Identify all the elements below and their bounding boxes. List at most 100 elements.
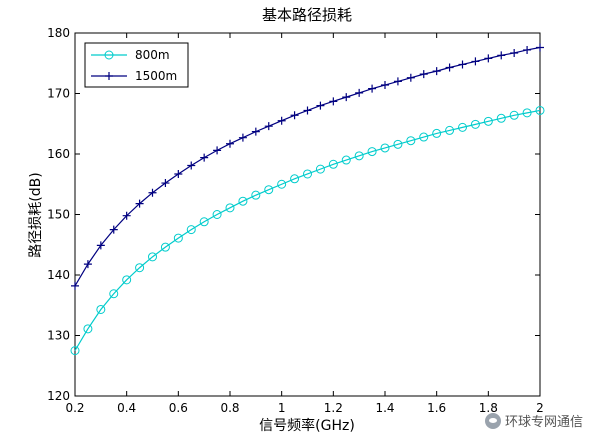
y-tick-label: 160 bbox=[47, 147, 70, 161]
chart-title: 基本路径损耗 bbox=[262, 6, 352, 24]
legend-marker bbox=[105, 72, 113, 80]
data-point bbox=[380, 143, 390, 153]
x-tick-label: 2 bbox=[536, 401, 544, 415]
data-point bbox=[368, 84, 377, 93]
data-point bbox=[483, 116, 493, 126]
data-point bbox=[471, 57, 480, 66]
x-tick-label: 1.4 bbox=[375, 401, 394, 415]
data-point bbox=[536, 43, 544, 52]
data-point bbox=[264, 122, 273, 131]
legend: 800m 1500m bbox=[84, 42, 189, 88]
data-point bbox=[381, 81, 389, 90]
data-point bbox=[135, 199, 144, 208]
data-point bbox=[187, 161, 196, 170]
data-point bbox=[160, 242, 170, 252]
data-point bbox=[238, 133, 247, 142]
data-point bbox=[393, 77, 402, 86]
x-axis-title: 信号频率(GHz) bbox=[259, 417, 355, 434]
data-point bbox=[329, 97, 338, 106]
data-point bbox=[497, 51, 506, 60]
data-point bbox=[419, 70, 428, 79]
data-point bbox=[523, 45, 532, 54]
data-point bbox=[199, 217, 209, 227]
axis-ticks: 0.2 0.4 0.6 0.8 1 1.2 1.4 1.6 1.8 2 120 130 140 150 16… bbox=[47, 26, 544, 415]
series-800m bbox=[70, 105, 545, 356]
data-point bbox=[406, 73, 415, 82]
data-point bbox=[522, 108, 532, 118]
x-tick-label: 0.6 bbox=[169, 401, 188, 415]
data-point bbox=[135, 263, 145, 273]
data-point bbox=[212, 210, 222, 219]
watermark: 环球专网通信 bbox=[484, 411, 583, 430]
data-point bbox=[303, 106, 312, 115]
data-point bbox=[264, 185, 274, 195]
data-point bbox=[303, 169, 312, 179]
data-point bbox=[122, 275, 132, 285]
data-point bbox=[213, 146, 222, 155]
legend-item: 1500m bbox=[91, 69, 177, 83]
data-point bbox=[148, 188, 157, 197]
data-point bbox=[96, 241, 105, 250]
series-line bbox=[74, 109, 541, 351]
y-tick-label: 180 bbox=[47, 26, 70, 40]
data-point bbox=[277, 179, 287, 189]
data-point bbox=[341, 155, 351, 165]
data-point bbox=[445, 125, 455, 135]
series-1500m bbox=[71, 43, 544, 290]
data-point bbox=[83, 324, 93, 334]
data-point bbox=[83, 260, 92, 269]
legend-label: 800m bbox=[135, 48, 170, 62]
legend-item: 800m bbox=[91, 48, 170, 62]
data-point bbox=[458, 122, 467, 132]
x-tick-label: 1.2 bbox=[324, 401, 343, 415]
x-tick-label: 1.8 bbox=[479, 401, 498, 415]
data-point bbox=[173, 233, 183, 243]
legend-marker bbox=[104, 50, 114, 60]
data-point bbox=[174, 169, 183, 178]
y-tick-label: 170 bbox=[47, 87, 70, 101]
data-point bbox=[161, 179, 170, 188]
y-tick-label: 140 bbox=[47, 268, 70, 282]
data-point bbox=[290, 174, 300, 184]
data-point bbox=[432, 67, 441, 76]
data-point bbox=[367, 147, 377, 157]
data-point bbox=[393, 139, 403, 149]
data-point bbox=[445, 63, 454, 72]
y-tick-label: 150 bbox=[47, 208, 70, 222]
data-point bbox=[238, 196, 248, 206]
data-point bbox=[96, 304, 106, 314]
data-point bbox=[406, 136, 416, 146]
data-point bbox=[225, 203, 235, 213]
data-point bbox=[458, 60, 467, 69]
data-point bbox=[251, 127, 260, 136]
data-point bbox=[432, 128, 442, 138]
data-point bbox=[148, 252, 157, 262]
data-point bbox=[277, 116, 286, 125]
data-point bbox=[226, 139, 234, 148]
data-point bbox=[419, 132, 429, 142]
data-point bbox=[109, 225, 118, 234]
x-tick-label: 0.2 bbox=[65, 401, 84, 415]
data-point bbox=[535, 105, 545, 115]
data-point bbox=[251, 190, 261, 200]
watermark-text: 环球专网通信 bbox=[504, 415, 583, 430]
legend-box bbox=[84, 42, 189, 88]
x-tick-label: 0.8 bbox=[220, 401, 239, 415]
plot-area bbox=[74, 32, 541, 397]
y-tick-label: 120 bbox=[47, 389, 70, 403]
data-point bbox=[484, 54, 493, 63]
y-tick-label: 130 bbox=[47, 329, 70, 343]
data-point bbox=[470, 119, 480, 129]
data-point bbox=[328, 159, 338, 169]
y-axis-title: 路径损耗(dB) bbox=[28, 172, 44, 257]
data-point bbox=[354, 151, 364, 161]
x-tick-label: 1 bbox=[278, 401, 286, 415]
data-point bbox=[510, 48, 519, 57]
wechat-icon bbox=[484, 412, 501, 429]
data-point bbox=[186, 225, 196, 235]
data-point bbox=[509, 110, 519, 120]
data-point bbox=[496, 113, 506, 123]
legend-label: 1500m bbox=[135, 69, 177, 83]
data-point bbox=[200, 153, 209, 162]
